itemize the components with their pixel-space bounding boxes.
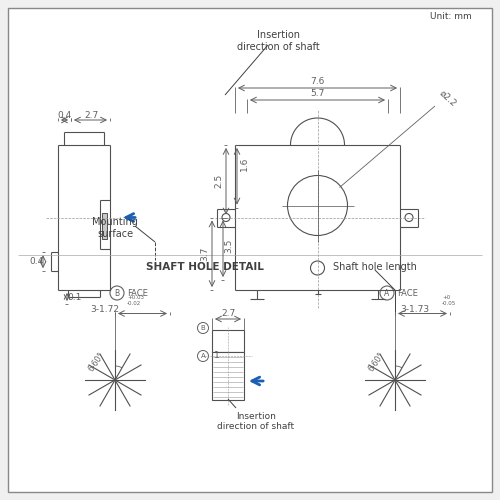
Text: B: B [114,288,119,298]
Text: ø2.2: ø2.2 [438,88,458,108]
Text: 6-60°: 6-60° [87,350,107,374]
Text: 2.5: 2.5 [214,174,224,188]
Text: Mounting
surface: Mounting surface [92,217,138,238]
Text: 0.1: 0.1 [68,292,82,302]
Text: 1.6: 1.6 [240,156,248,171]
Text: Insertion
direction of shaft: Insertion direction of shaft [236,30,320,52]
Text: +0
-0.05: +0 -0.05 [442,295,456,306]
Text: FACE: FACE [127,288,148,298]
Text: FACE: FACE [397,288,418,298]
Text: 3-1.73: 3-1.73 [400,306,429,314]
Bar [212,352,244,400]
Bar [102,213,107,240]
Text: A: A [384,288,390,298]
Text: 0.4: 0.4 [30,257,44,266]
Text: Shaft hole length: Shaft hole length [333,262,417,272]
Text: 3-1.72: 3-1.72 [90,306,119,314]
Text: B: B [200,325,205,331]
Text: A: A [200,353,205,359]
Text: 7.6: 7.6 [310,78,324,86]
Text: 5.7: 5.7 [310,90,324,98]
Text: 0.4: 0.4 [57,110,71,120]
Text: 2.7: 2.7 [84,110,98,120]
Text: +0.03
-0.02: +0.03 -0.02 [127,295,144,306]
Text: Insertion
direction of shaft: Insertion direction of shaft [218,412,294,432]
Bar [212,330,244,352]
Text: 3.5: 3.5 [224,238,234,253]
Text: 6-60°: 6-60° [367,350,387,374]
Text: 3.7: 3.7 [200,246,209,261]
Text: SHAFT HOLE DETAIL: SHAFT HOLE DETAIL [146,262,264,272]
Text: 2.7: 2.7 [221,310,235,318]
Text: Unit: mm: Unit: mm [430,12,472,21]
FancyBboxPatch shape [8,8,492,492]
Text: 1: 1 [214,352,220,360]
